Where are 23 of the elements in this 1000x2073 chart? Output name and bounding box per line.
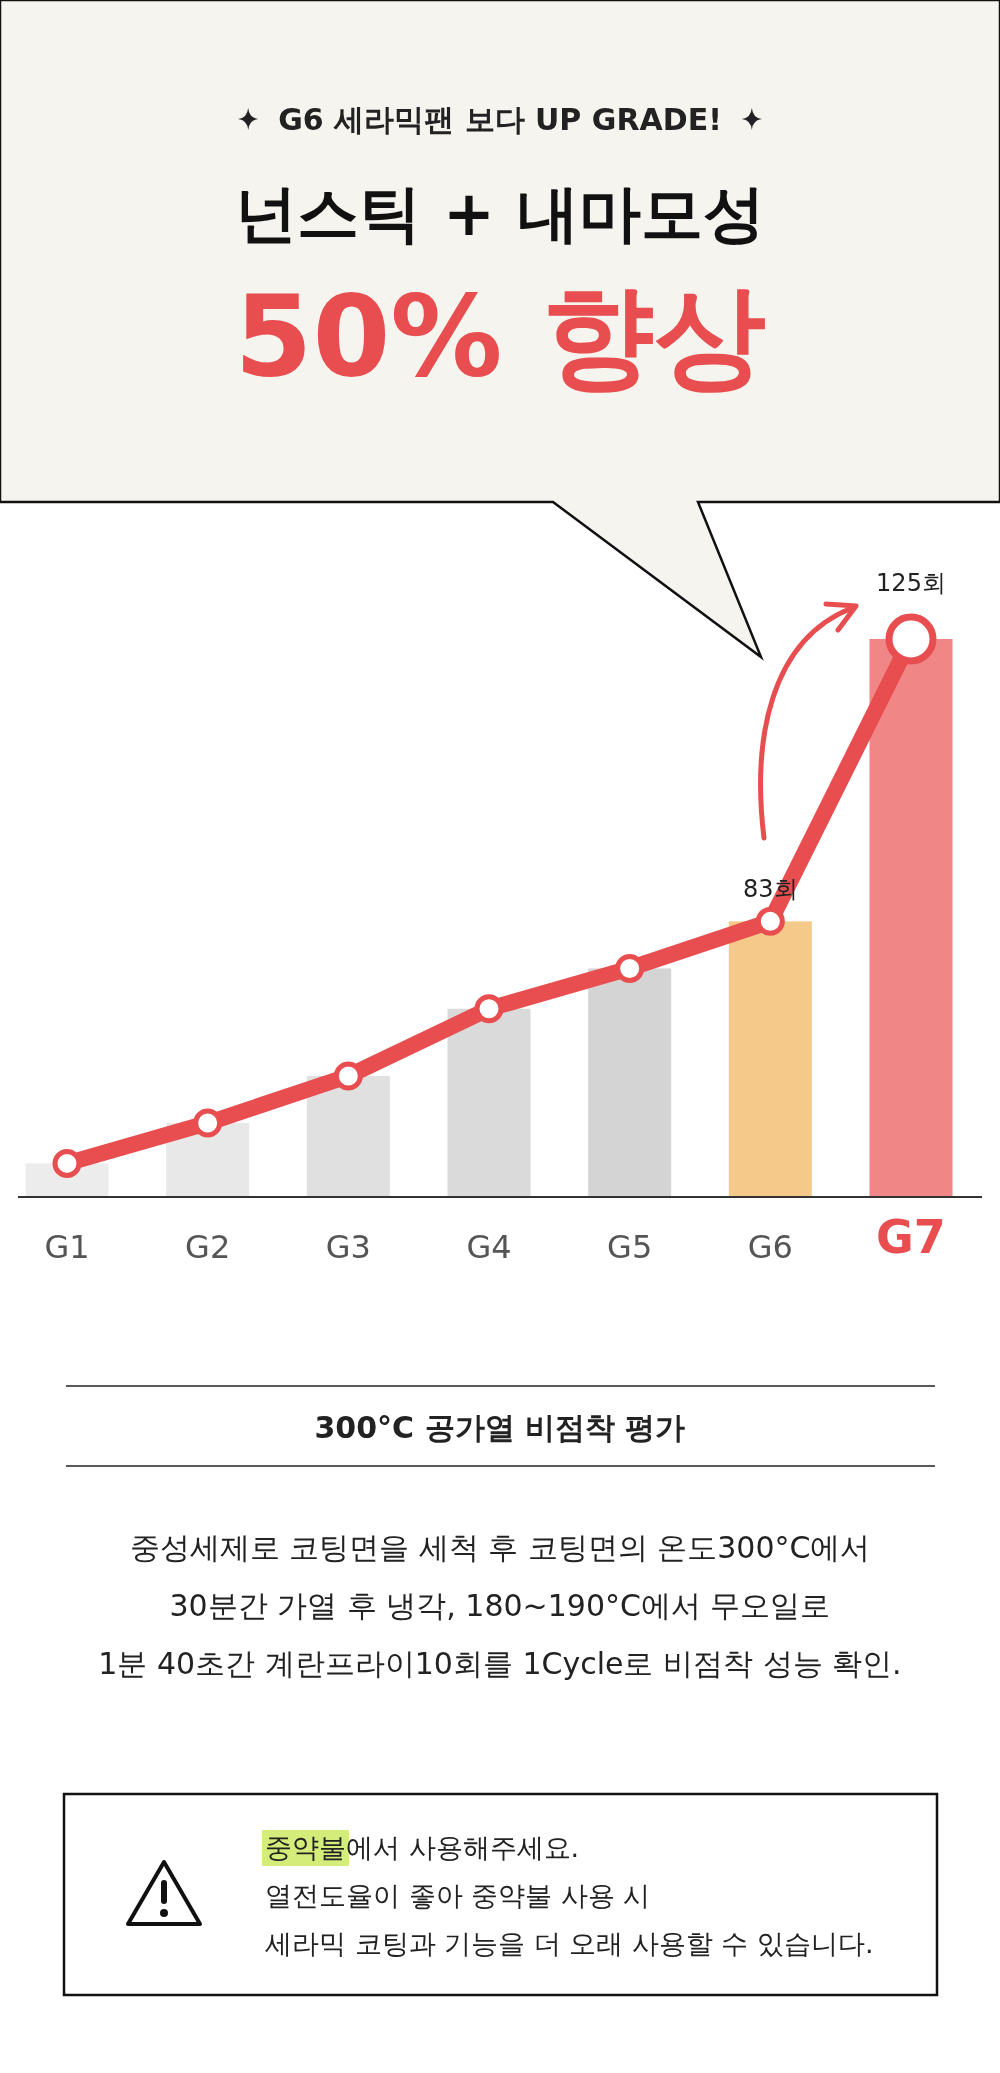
text: 1분 40초간 계란프라이10회를 1Cycle로 비점착 성능 확인. bbox=[98, 1646, 902, 1681]
text: 열전도율이 좋아 중약불 사용 시 bbox=[265, 1880, 651, 1911]
x-tick-label: G5 bbox=[607, 1228, 653, 1266]
point bbox=[755, 906, 785, 936]
x-tick-label: G6 bbox=[747, 1228, 793, 1266]
text: 300°C 공가열 비점착 평가 bbox=[314, 1410, 686, 1445]
text: 세라믹 코팅과 기능을 더 오래 사용할 수 있습니다. bbox=[265, 1928, 874, 1959]
point bbox=[52, 1148, 82, 1178]
point bbox=[474, 994, 504, 1024]
text: 중성세제로 코팅면을 세척 후 코팅면의 온도300°C에서 bbox=[129, 1530, 871, 1565]
x-tick-label: G4 bbox=[466, 1228, 512, 1266]
text: 30분간 가열 후 냉각, 180~190°C에서 무오일로 bbox=[169, 1588, 831, 1623]
x-tick-label: G1 bbox=[44, 1228, 90, 1266]
point bbox=[615, 953, 645, 983]
x-tick-label: G2 bbox=[185, 1228, 231, 1266]
x-tick-label: G7 bbox=[876, 1210, 946, 1264]
data-label: 125회 bbox=[876, 569, 946, 597]
chart-title: 넌스틱 + 내마모성 bbox=[235, 177, 765, 250]
text: 50% 향상 bbox=[234, 271, 766, 401]
chart-subtitle: G6 세라믹팬 보다 UP GRADE! bbox=[278, 102, 722, 137]
x-tick-label: G3 bbox=[325, 1228, 371, 1266]
point bbox=[193, 1108, 223, 1138]
point bbox=[333, 1061, 363, 1091]
